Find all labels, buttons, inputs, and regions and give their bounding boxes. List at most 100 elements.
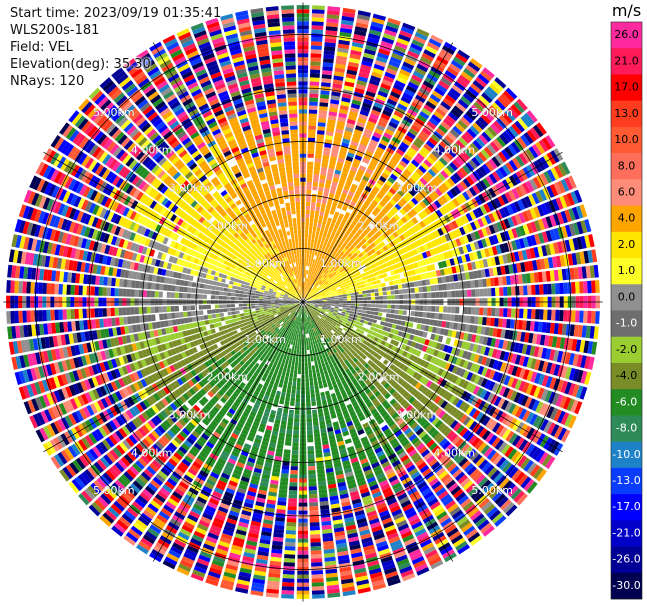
ppi-gate (504, 265, 510, 275)
ppi-gate (393, 284, 399, 290)
ppi-gate (304, 338, 306, 343)
ppi-gate (415, 293, 420, 299)
ppi-gate (352, 273, 358, 278)
ppi-gate (317, 294, 322, 297)
ppi-gate (399, 68, 411, 77)
ppi-gate (306, 185, 312, 190)
ppi-gate (470, 58, 483, 69)
ppi-gate (338, 153, 346, 160)
ppi-gate (320, 170, 327, 176)
ppi-gate (307, 357, 311, 362)
ppi-gate (522, 224, 530, 235)
ppi-gate (361, 313, 367, 317)
ppi-gate (382, 287, 387, 292)
ppi-gate (391, 295, 396, 300)
ppi-gate (518, 212, 526, 224)
ppi-gate (393, 110, 404, 119)
ppi-gate (352, 252, 358, 258)
ppi-gate (420, 273, 426, 280)
ppi-gate (358, 277, 364, 282)
ppi-gate (371, 157, 379, 165)
ppi-gate (321, 74, 332, 80)
ppi-gate (568, 175, 577, 189)
ppi-gate (386, 21, 400, 30)
ppi-gate (328, 257, 333, 263)
ppi-gate (349, 187, 356, 194)
ppi-gate (408, 219, 416, 227)
ppi-gate (348, 148, 356, 155)
ppi-gate (311, 401, 317, 406)
ppi-gate (316, 400, 322, 406)
ppi-gate (399, 30, 413, 39)
ppi-gate (525, 344, 532, 356)
ppi-gate (314, 166, 321, 171)
ppi-ray (305, 58, 483, 299)
ppi-gate (464, 272, 470, 280)
ppi-gate (428, 326, 434, 333)
ppi-gate (305, 366, 308, 371)
ppi-gate (292, 442, 299, 447)
ppi-gate (480, 149, 491, 160)
ppi-gate (355, 83, 366, 91)
ppi-gate (356, 271, 361, 276)
ppi-gate (312, 230, 316, 235)
ppi-gate (305, 290, 308, 295)
ppi-gate (409, 243, 415, 250)
ppi-gate (291, 385, 296, 390)
ppi-gate (314, 388, 320, 394)
ppi-gate (425, 171, 434, 180)
ppi-gate (481, 238, 488, 248)
ppi-gate (458, 136, 469, 147)
ppi-gate (366, 265, 372, 271)
ppi-gate (498, 276, 503, 286)
ppi-gate (491, 102, 503, 114)
ppi-gate (300, 330, 303, 335)
ppi-gate (589, 265, 595, 278)
ppi-gate (466, 315, 471, 324)
ppi-gate (310, 279, 314, 284)
ppi-gate (306, 286, 309, 291)
ppi-gate (354, 30, 367, 37)
ppi-gate (377, 179, 385, 186)
ppi-gate (392, 280, 398, 285)
ppi-gate (473, 101, 485, 112)
ppi-gate (353, 193, 360, 200)
ppi-gate (506, 253, 512, 263)
ppi-gate (292, 341, 296, 346)
ppi-gate (361, 250, 367, 256)
ppi-gate (478, 259, 485, 269)
ppi-gate (523, 308, 528, 319)
ppi-gate (423, 159, 433, 168)
ppi-gate (320, 290, 325, 294)
ppi-gate (342, 307, 347, 310)
ppi-gate (336, 161, 344, 168)
ppi-gate (311, 302, 315, 304)
ppi-gate (314, 210, 320, 216)
ppi-gate (327, 171, 334, 177)
ppi-gate (541, 245, 548, 257)
ppi-gate (312, 369, 316, 374)
ppi-gate (463, 263, 469, 272)
ppi-gate (326, 297, 331, 299)
ppi-gate (318, 481, 327, 486)
ppi-gate (386, 290, 391, 295)
ppi-gate (355, 279, 360, 283)
ppi-gate (477, 73, 490, 85)
ppi-gate (430, 133, 441, 143)
ppi-gate (310, 246, 313, 251)
ppi-gate (352, 133, 362, 140)
ppi-gate (345, 312, 350, 316)
ppi-gate (346, 291, 351, 294)
ppi-gate (363, 154, 372, 161)
ppi-gate (537, 246, 544, 257)
ppi-gate (384, 29, 397, 37)
ppi-gate (396, 148, 405, 156)
ppi-gate (323, 229, 329, 234)
ppi-gate (309, 522, 320, 527)
ppi-gate (372, 226, 379, 233)
ppi-gate (346, 194, 353, 201)
ppi-gate (526, 222, 534, 234)
ppi-gate (295, 406, 300, 411)
ppi-gate (289, 478, 298, 483)
ppi-gate (585, 265, 591, 279)
